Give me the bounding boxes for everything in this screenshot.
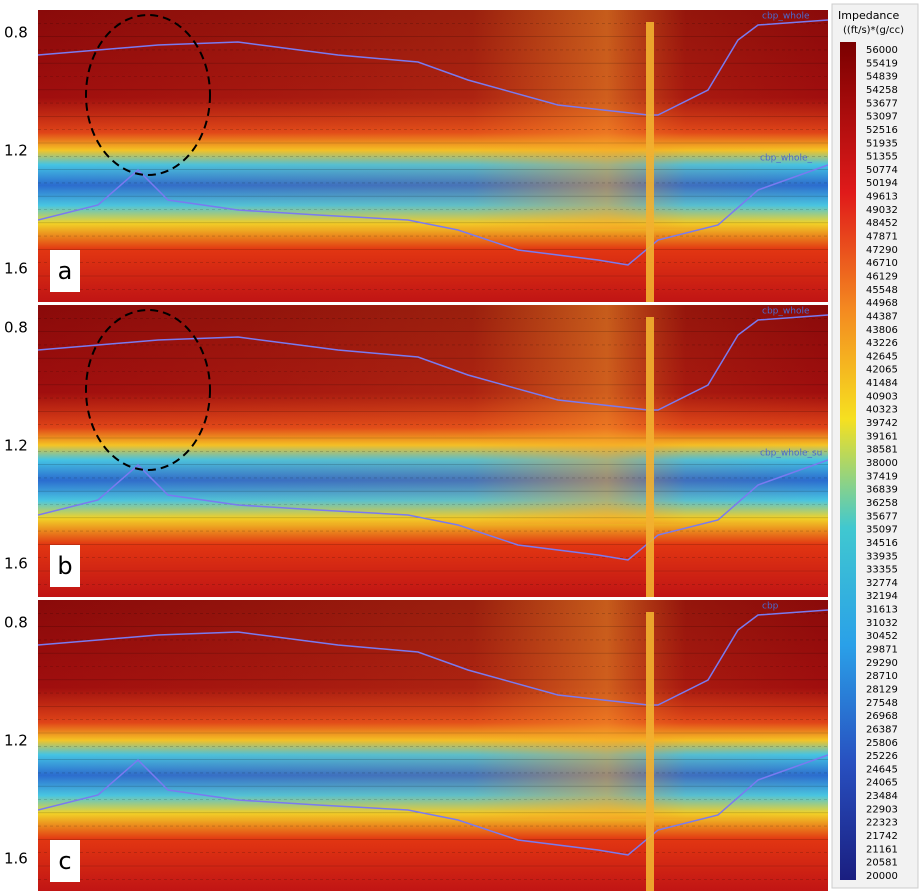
colorbar-label: 54258	[866, 85, 898, 96]
colorbar-label: 52516	[866, 125, 898, 136]
colorbar-label: 21161	[866, 844, 898, 855]
colorbar-label: 31032	[866, 618, 898, 629]
y-tick-label: 1.6	[4, 850, 28, 868]
horizon-label: cbp_whole_su	[760, 449, 822, 459]
colorbar-ramp	[840, 42, 856, 880]
well-log	[646, 22, 654, 302]
y-tick-label: 1.6	[4, 555, 28, 573]
colorbar-label: 47290	[866, 245, 898, 256]
colorbar-label: 53677	[866, 98, 898, 109]
well-log	[646, 317, 654, 597]
colorbar-label: 50194	[866, 178, 898, 189]
colorbar-label: 37419	[866, 471, 898, 482]
colorbar-label: 23484	[866, 791, 898, 802]
figure: 0.81.21.6cbp_wholecbp_whole_a0.81.21.6cb…	[0, 0, 920, 891]
colorbar-label: 27548	[866, 698, 898, 709]
seismic-panel	[38, 305, 828, 597]
colorbar-label: 24065	[866, 778, 898, 789]
colorbar-label: 36839	[866, 485, 898, 496]
colorbar-label: 35097	[866, 525, 898, 536]
panels: 0.81.21.6cbp_wholecbp_whole_a0.81.21.6cb…	[4, 10, 828, 891]
well-log	[646, 612, 654, 891]
colorbar-label: 50774	[866, 165, 898, 176]
colorbar-label: 44968	[866, 298, 898, 309]
y-tick-label: 1.2	[4, 732, 28, 750]
colorbar-label: 49613	[866, 192, 898, 203]
colorbar-title: Impedance	[838, 9, 899, 22]
colorbar-label: 38581	[866, 445, 898, 456]
horizon-label: cbp_whole	[762, 12, 810, 22]
colorbar-label: 41484	[866, 378, 898, 389]
y-tick-label: 1.2	[4, 437, 28, 455]
seismic-panel	[38, 10, 828, 302]
colorbar-label: 26387	[866, 724, 898, 735]
y-tick-label: 0.8	[4, 24, 28, 42]
colorbar-label: 48452	[866, 218, 898, 229]
colorbar-label: 22323	[866, 818, 898, 829]
colorbar-label: 32774	[866, 578, 898, 589]
colorbar-label: 46710	[866, 258, 898, 269]
colorbar-label: 36258	[866, 498, 898, 509]
colorbar-label: 26968	[866, 711, 898, 722]
panel-label: b	[57, 552, 72, 580]
horizon-label: cbp_whole_	[760, 154, 812, 164]
colorbar-label: 24645	[866, 764, 898, 775]
colorbar-unit: ((ft/s)*(g/cc)	[843, 25, 904, 36]
colorbar-label: 39742	[866, 418, 898, 429]
horizon-label: cbp	[762, 602, 779, 612]
colorbar-label: 51355	[866, 152, 898, 163]
colorbar-label: 47871	[866, 232, 898, 243]
colorbar-label: 46129	[866, 271, 898, 282]
colorbar-label: 28710	[866, 671, 898, 682]
colorbar: Impedance ((ft/s)*(g/cc) 56000 55419 54839…	[832, 4, 918, 888]
colorbar-label: 54839	[866, 72, 898, 83]
colorbar-label: 30452	[866, 631, 898, 642]
colorbar-label: 25806	[866, 738, 898, 749]
colorbar-label: 29290	[866, 658, 898, 669]
colorbar-label: 56000	[866, 45, 898, 56]
colorbar-label: 33935	[866, 551, 898, 562]
y-tick-label: 1.6	[4, 260, 28, 278]
y-tick-label: 0.8	[4, 319, 28, 337]
colorbar-label: 45548	[866, 285, 898, 296]
colorbar-label: 21742	[866, 831, 898, 842]
colorbar-label: 42065	[866, 365, 898, 376]
colorbar-label: 25226	[866, 751, 898, 762]
colorbar-label: 40903	[866, 391, 898, 402]
horizon-label: cbp_whole	[762, 307, 810, 317]
seismic-panel	[38, 600, 828, 891]
colorbar-label: 43806	[866, 325, 898, 336]
colorbar-label: 42645	[866, 351, 898, 362]
colorbar-label: 39161	[866, 431, 898, 442]
y-tick-label: 0.8	[4, 614, 28, 632]
colorbar-label: 53097	[866, 112, 898, 123]
colorbar-label: 51935	[866, 138, 898, 149]
colorbar-label: 40323	[866, 405, 898, 416]
colorbar-label: 28129	[866, 684, 898, 695]
colorbar-label: 43226	[866, 338, 898, 349]
colorbar-label: 55419	[866, 58, 898, 69]
colorbar-label: 20581	[866, 858, 898, 869]
colorbar-label: 32194	[866, 591, 898, 602]
y-tick-label: 1.2	[4, 142, 28, 160]
colorbar-label: 35677	[866, 511, 898, 522]
colorbar-label: 33355	[866, 565, 898, 576]
panel-label: c	[58, 847, 71, 875]
colorbar-label: 49032	[866, 205, 898, 216]
colorbar-label: 31613	[866, 605, 898, 616]
panel-label: a	[58, 257, 73, 285]
colorbar-label: 22903	[866, 804, 898, 815]
colorbar-label: 29871	[866, 645, 898, 656]
colorbar-label: 34516	[866, 538, 898, 549]
colorbar-label: 20000	[866, 871, 898, 882]
colorbar-label: 38000	[866, 458, 898, 469]
colorbar-label: 44387	[866, 311, 898, 322]
